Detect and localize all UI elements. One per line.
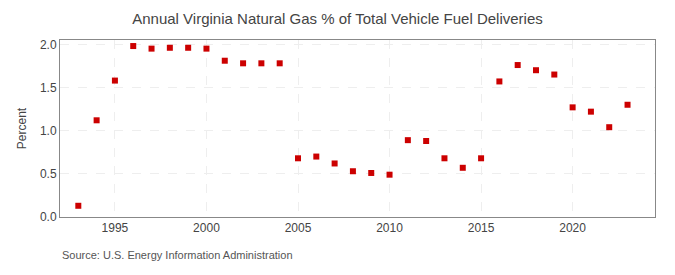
svg-text:0.0: 0.0 [40,210,57,224]
svg-text:2005: 2005 [285,221,312,235]
svg-text:1.0: 1.0 [40,124,57,138]
svg-text:2010: 2010 [376,221,403,235]
svg-text:0.5: 0.5 [40,167,57,181]
svg-text:2020: 2020 [559,221,586,235]
svg-text:1.5: 1.5 [40,81,57,95]
svg-text:2.0: 2.0 [40,38,57,52]
svg-text:2000: 2000 [193,221,220,235]
svg-text:Source: U.S. Energy Informatio: Source: U.S. Energy Information Administ… [62,249,293,261]
svg-text:Percent: Percent [15,107,29,149]
svg-text:2015: 2015 [468,221,495,235]
svg-text:1995: 1995 [102,221,129,235]
svg-text:Annual Virginia Natural Gas %: Annual Virginia Natural Gas % of Total V… [132,10,543,27]
